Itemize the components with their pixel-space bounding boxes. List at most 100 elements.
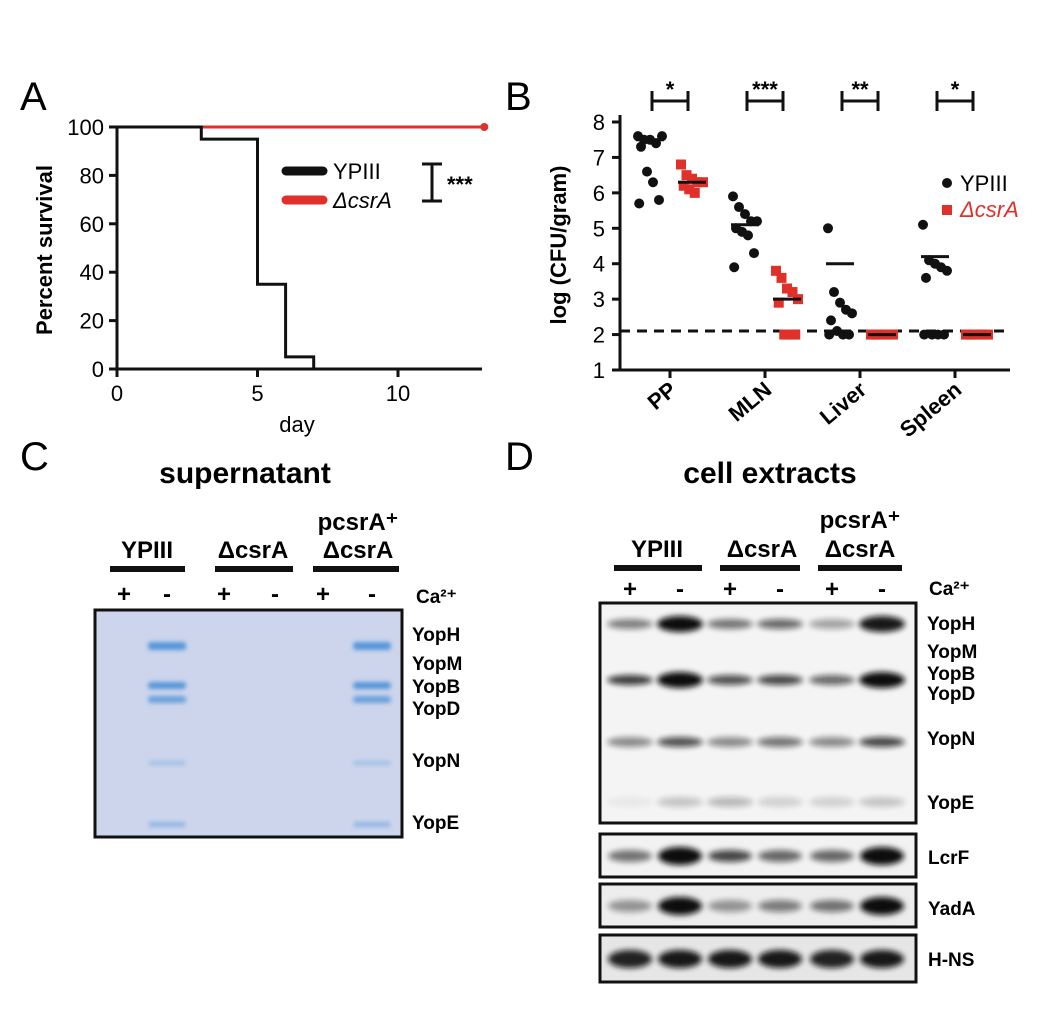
panel-c-band-label: YopM: [412, 654, 462, 675]
significance-bracket: [422, 162, 442, 203]
panel-d-band-label: YopE: [927, 793, 974, 814]
panel-c-gel: [93, 608, 404, 839]
panel-b-point-csra: [779, 329, 790, 340]
panel-b-point-ypiii: [728, 191, 738, 202]
panel-b-significance: *: [666, 77, 675, 102]
panel-d-blot-band: [657, 737, 703, 747]
panel-b-ytick-label: 5: [593, 216, 605, 241]
panel-b-point-ypiii: [642, 166, 652, 177]
panel-b-point-csra: [687, 173, 697, 184]
panel-b-ytick-label: 1: [593, 358, 605, 383]
panel-b-point-csra: [689, 187, 700, 198]
panel-b-label: B: [505, 75, 532, 119]
panel-d-band-label: YopN: [927, 729, 975, 750]
panel-d-title: cell extracts: [683, 457, 856, 490]
panel-d-small-blot-band: [758, 850, 802, 862]
panel-d-blot-lcrf: [598, 832, 918, 879]
panel-d-lane-sign: -: [878, 576, 886, 603]
panel-d-small-blot-band: [758, 950, 802, 968]
panel-d-small-blot-band: [758, 900, 802, 912]
panel-d-band-label: YopM: [927, 642, 977, 663]
panel-b-point-ypiii: [734, 202, 744, 213]
panel-d-blot-band: [757, 797, 803, 807]
panel-d-band-label: YopB: [927, 664, 975, 685]
panel-c-gel-band-faint: [354, 822, 390, 827]
panel-c-calcium-label: Ca²⁺: [416, 587, 457, 608]
panel-b-point-csra: [784, 329, 795, 340]
panel-c-gel-band: [148, 642, 186, 650]
panel-a-ytick-label: 0: [92, 357, 104, 382]
panel-b-point-csra: [776, 272, 787, 283]
panel-d-group-comp-line1: pcsrA⁺: [820, 507, 901, 534]
panel-c-group-bar-2: [215, 566, 293, 572]
panel-b: B log (CFU/gram) 1 2 3 4 5 6 7 8 PP MLN Liver Splee…: [505, 75, 1019, 442]
panel-b-ytick-label: 8: [593, 110, 605, 135]
panel-d-blot-band: [607, 797, 653, 807]
panel-b-bracket: [935, 91, 975, 111]
panel-d-small-blot-band: [860, 897, 904, 915]
panel-b-bracket: [745, 91, 785, 111]
panel-b-point-csra: [676, 159, 686, 170]
panel-b-category-label: MLN: [724, 377, 777, 427]
panel-c-label: C: [20, 435, 49, 479]
panel-d-small-blot-band: [708, 900, 752, 912]
panel-c-band-label: YopN: [412, 751, 460, 772]
panel-d-small-blot-band: [658, 897, 702, 915]
panel-a-legend: YPIII ΔcsrA ***: [281, 159, 473, 213]
panel-c-lane-sign: +: [217, 581, 231, 608]
panel-a-ytick-label: 80: [80, 163, 104, 188]
panel-d-small-blot-band: [658, 950, 702, 968]
panel-b-point-csra: [773, 297, 784, 308]
panel-b-point-ypiii: [740, 209, 750, 220]
panel-c-gel-band-faint: [149, 761, 185, 765]
panel-d-group-ypiii: YPIII: [631, 536, 683, 563]
panel-d-small-blot-band: [658, 847, 702, 865]
panel-a-significance: ***: [447, 172, 473, 197]
panel-d-group-bar-2: [720, 565, 800, 571]
panel-d-blot-band: [757, 737, 803, 747]
panel-c-gel-band-faint: [354, 761, 390, 765]
panel-c-group-comp-line1: pcsrA⁺: [318, 509, 399, 536]
panel-d-small-blot-band: [608, 900, 652, 912]
panel-d-blot-band: [859, 616, 905, 632]
panel-d-blot-label-hns: H-NS: [928, 950, 974, 971]
panel-c-lane-sign: -: [271, 581, 279, 608]
panel-d-blot-band: [707, 737, 753, 747]
panel-d-blot-band: [809, 797, 855, 807]
panel-d-lane-sign: +: [623, 576, 637, 603]
panel-d-blot-band: [809, 737, 855, 747]
panel-b-ytick-label: 7: [593, 145, 605, 170]
panel-d-blot-band: [757, 619, 803, 629]
panel-b-point-ypiii: [939, 329, 949, 340]
panel-d-small-blot-band: [608, 950, 652, 968]
panel-c-gel-band: [353, 682, 391, 689]
panel-b-point-ypiii: [654, 194, 664, 205]
panel-d-small-blot-band: [708, 850, 752, 862]
panel-b-bracket: [650, 91, 690, 111]
panel-b-point-ypiii: [918, 219, 928, 230]
panel-a-xlabel: day: [279, 412, 314, 437]
panel-d-small-blot-band: [810, 900, 854, 912]
panel-a-series-ypiii: [117, 125, 316, 369]
panel-b-category-label: Liver: [815, 376, 872, 429]
panel-d-blot-band: [757, 675, 803, 685]
panel-d-blot-band: [859, 737, 905, 747]
panel-d-group-comp-line2: ΔcsrA: [825, 536, 896, 563]
panel-b-point-csra: [787, 287, 798, 298]
panel-c-lane-sign: +: [117, 581, 131, 608]
panel-d-lane-sign: -: [776, 576, 784, 603]
panel-d-blot-label-lcrf: LcrF: [928, 848, 969, 869]
panel-d-lane-sign: +: [723, 576, 737, 603]
panel-d-blot-band: [607, 737, 653, 747]
panel-c-group-csra: ΔcsrA: [218, 537, 289, 564]
panel-b-point-ypiii: [844, 329, 854, 340]
panel-c-group-comp-line2: ΔcsrA: [323, 537, 394, 564]
panel-b-point-ypiii: [743, 230, 753, 241]
panel-a-xtick-label: 0: [111, 381, 123, 406]
legend-label-csra-b: ΔcsrA: [959, 197, 1019, 222]
legend-label-ypiii-b: YPIII: [960, 171, 1008, 196]
panel-d-blot-band: [657, 616, 703, 632]
panel-b-legend: YPIII ΔcsrA: [942, 171, 1019, 222]
